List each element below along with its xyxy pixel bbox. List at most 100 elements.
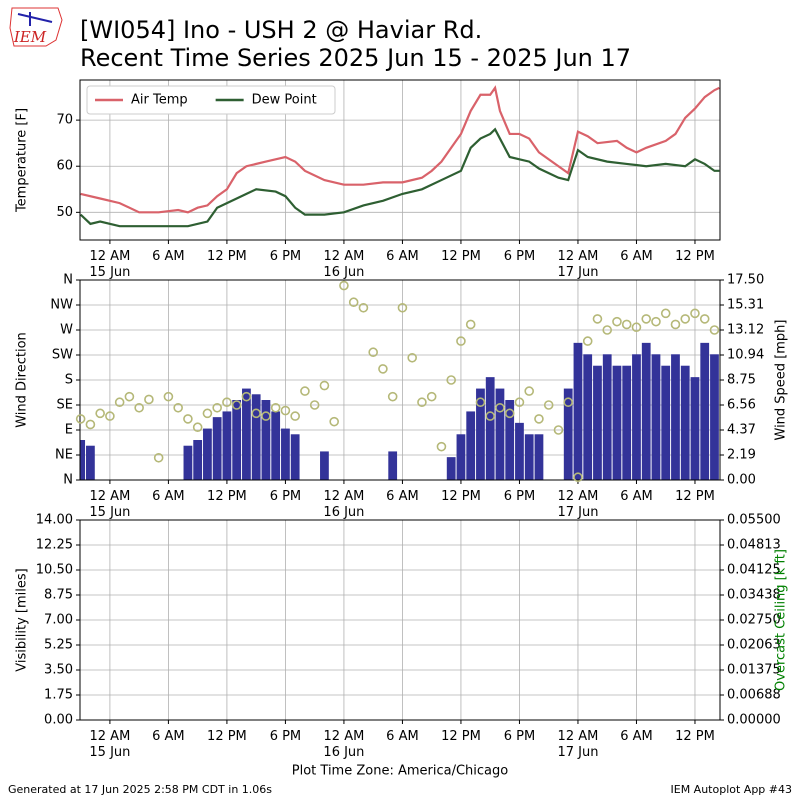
x-tick-label: 6 PM bbox=[504, 249, 535, 264]
x-tick-label: 6 AM bbox=[152, 729, 185, 744]
point bbox=[524, 386, 535, 396]
x-tick-label: 6 PM bbox=[504, 489, 535, 504]
y-tick-label: N bbox=[63, 273, 73, 288]
point bbox=[446, 375, 456, 385]
y2-tick-label: 0.01375 bbox=[727, 663, 781, 678]
point bbox=[153, 452, 164, 463]
y2-tick-label: 13.12 bbox=[727, 323, 764, 338]
point bbox=[387, 391, 398, 402]
chart-title: [WI054] Ino - USH 2 @ Haviar Rd. bbox=[80, 16, 482, 44]
point bbox=[621, 319, 632, 330]
x-tick-label: 6 PM bbox=[270, 249, 301, 264]
point bbox=[183, 414, 193, 424]
y2-tick-label: 0.03438 bbox=[727, 588, 781, 603]
point bbox=[699, 314, 710, 324]
y2-tick-label: 2.19 bbox=[727, 448, 756, 463]
x-tick-label: 12 PM bbox=[675, 729, 715, 744]
point bbox=[709, 325, 720, 335]
bar bbox=[232, 400, 242, 480]
point bbox=[582, 336, 593, 346]
y-tick-label: SW bbox=[52, 348, 73, 363]
bar bbox=[515, 422, 524, 480]
bar bbox=[271, 411, 281, 480]
logo: IEM bbox=[9, 7, 63, 47]
bar bbox=[622, 365, 632, 480]
bar bbox=[456, 434, 466, 480]
point bbox=[348, 297, 359, 308]
bar bbox=[602, 354, 612, 480]
y2-tick-label: 0.00 bbox=[727, 473, 756, 488]
y2-tick-label: 17.50 bbox=[727, 273, 764, 288]
bar bbox=[203, 428, 212, 480]
x-tick-label: 6 AM bbox=[386, 729, 419, 744]
point bbox=[222, 397, 232, 408]
x-tick-label: 12 PM bbox=[207, 489, 247, 504]
point bbox=[241, 391, 252, 402]
point bbox=[397, 302, 408, 313]
x-tick-label: 12 PM bbox=[675, 249, 715, 264]
bar bbox=[183, 445, 193, 480]
point bbox=[417, 397, 427, 408]
point bbox=[114, 397, 125, 408]
plot-frame bbox=[79, 79, 721, 241]
y2-tick-label: 4.37 bbox=[727, 423, 756, 438]
bar bbox=[222, 411, 232, 480]
point bbox=[261, 411, 271, 421]
x-tick-label: 12 PM bbox=[441, 489, 481, 504]
point bbox=[485, 411, 495, 421]
bar bbox=[495, 388, 505, 480]
bar bbox=[281, 428, 290, 480]
point bbox=[670, 319, 681, 330]
bar bbox=[593, 365, 602, 480]
bar bbox=[563, 388, 573, 480]
bar bbox=[388, 451, 398, 480]
line bbox=[80, 127, 720, 228]
point bbox=[192, 422, 203, 433]
y2-tick-label: 0.00000 bbox=[727, 713, 781, 728]
point bbox=[319, 380, 330, 391]
x-tick-label: 12 AM 16 Jun bbox=[323, 249, 364, 280]
point bbox=[563, 397, 574, 408]
plot-marks bbox=[80, 85, 720, 228]
point bbox=[573, 472, 583, 483]
x-tick-label: 6 PM bbox=[270, 489, 301, 504]
bar bbox=[80, 440, 86, 480]
x-tick-label: 12 AM 15 Jun bbox=[89, 249, 130, 280]
plot-frame bbox=[79, 519, 721, 721]
point bbox=[280, 405, 291, 416]
point bbox=[173, 402, 183, 413]
y-tick-label: 3.50 bbox=[44, 663, 73, 678]
y-tick-label: 12.25 bbox=[36, 538, 73, 553]
x-tick-label: 6 PM bbox=[504, 729, 535, 744]
y2-tick-label: 8.75 bbox=[727, 373, 756, 388]
point bbox=[163, 391, 174, 402]
bar bbox=[251, 394, 261, 480]
y2-tick-label: 15.31 bbox=[727, 298, 764, 313]
y2-tick-label: 0.04125 bbox=[727, 563, 781, 578]
y-tick-label: E bbox=[65, 423, 73, 438]
x-tick-label: 12 AM 17 Jun bbox=[557, 489, 598, 520]
y-tick-label: S bbox=[65, 373, 73, 388]
bar bbox=[612, 365, 622, 480]
point bbox=[202, 408, 213, 419]
plot-marks bbox=[80, 342, 719, 480]
x-tick-label: 6 AM bbox=[386, 489, 419, 504]
point bbox=[251, 408, 261, 419]
y2-axis-label: Wind Speed [mph] bbox=[774, 320, 789, 441]
y-tick-label: 1.75 bbox=[44, 688, 73, 703]
y2-tick-label: 0.05500 bbox=[727, 513, 781, 528]
point bbox=[602, 325, 613, 335]
point bbox=[309, 400, 320, 410]
point bbox=[660, 308, 671, 319]
y-tick-label: N bbox=[63, 473, 73, 488]
bar bbox=[671, 354, 680, 480]
y2-tick-label: 0.02063 bbox=[727, 638, 781, 653]
point bbox=[592, 314, 603, 324]
bar bbox=[242, 388, 251, 480]
bar bbox=[632, 354, 641, 480]
x-tick-label: 6 PM bbox=[270, 729, 301, 744]
bar bbox=[446, 457, 456, 480]
point bbox=[465, 319, 476, 330]
y2-tick-label: 10.94 bbox=[727, 348, 764, 363]
